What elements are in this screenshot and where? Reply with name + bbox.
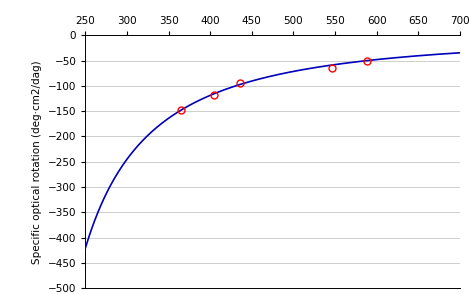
Y-axis label: Specific optical rotation (deg·cm2/dag): Specific optical rotation (deg·cm2/dag)	[32, 60, 42, 263]
